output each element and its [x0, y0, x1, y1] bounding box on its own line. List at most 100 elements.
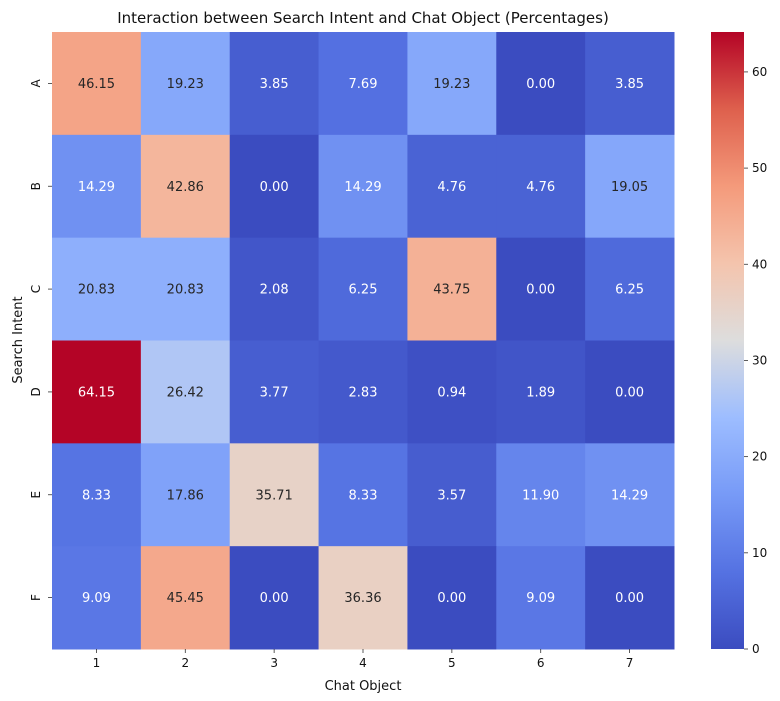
heatmap-cell-B-5 [407, 134, 497, 239]
y-axis-ticks: A B C D E F [29, 79, 52, 601]
heatmap-cell-C-7 [585, 237, 675, 341]
x-axis-label: Chat Object [325, 679, 402, 694]
cell-value-label: 26.42 [167, 385, 204, 400]
cell-value-label: 43.75 [433, 283, 470, 298]
heatmap-cell-C-2 [140, 237, 231, 341]
cell-value-label: 6.25 [349, 283, 378, 298]
cell-value-label: 4.76 [437, 180, 466, 195]
heatmap-cell-E-7 [585, 443, 675, 547]
heatmap-cell-labels: 46.15 19.23 3.85 7.69 19.23 0.00 3.85 14.29 42.8… [78, 77, 648, 606]
cell-value-label: 0.00 [260, 591, 289, 606]
cell-value-label: 0.00 [526, 77, 555, 92]
cell-value-label: 3.85 [615, 77, 644, 92]
cell-value-label: 19.23 [433, 77, 470, 92]
cell-value-label: 3.77 [260, 385, 289, 400]
heatmap-cell-D-3 [229, 340, 320, 444]
heatmap-cell-B-3 [229, 134, 320, 239]
cell-value-label: 14.29 [78, 180, 115, 195]
heatmap-cell-D-5 [407, 340, 497, 444]
x-axis-ticks: 1 2 3 4 5 6 7 [93, 649, 634, 670]
heatmap-cell-A-5 [407, 32, 497, 136]
cell-value-label: 17.86 [167, 488, 204, 503]
cell-value-label: 42.86 [167, 180, 204, 195]
cell-value-label: 14.29 [611, 488, 648, 503]
heatmap-cell-C-6 [496, 237, 586, 341]
colorbar-tick-label: 60 [752, 65, 767, 79]
colorbar [711, 32, 744, 649]
cell-value-label: 35.71 [256, 488, 293, 503]
colorbar-tick-label: 10 [752, 546, 767, 560]
cell-value-label: 19.05 [611, 180, 648, 195]
heatmap-cell-A-3 [229, 32, 320, 136]
cell-value-label: 9.09 [82, 591, 111, 606]
heatmap-cell-E-1 [52, 443, 142, 547]
colorbar-tick-label: 20 [752, 450, 767, 464]
heatmap-cell-F-7 [585, 546, 675, 650]
heatmap-cell-F-1 [52, 546, 142, 650]
colorbar-tick-label: 30 [752, 353, 767, 367]
heatmap-cell-C-1 [52, 237, 142, 341]
cell-value-label: 19.23 [167, 77, 204, 92]
cell-value-label: 20.83 [78, 283, 115, 298]
cell-value-label: 0.00 [615, 591, 644, 606]
heatmap-cell-E-3 [229, 443, 320, 547]
cell-value-label: 64.15 [78, 385, 115, 400]
heatmap-cell-D-4 [318, 340, 408, 444]
cell-value-label: 14.29 [344, 180, 381, 195]
heatmap-cell-A-7 [585, 32, 675, 136]
heatmap-cell-D-7 [585, 340, 675, 444]
heatmap-cells [52, 32, 675, 650]
y-tick-label: B [29, 182, 43, 190]
cell-value-label: 45.45 [167, 591, 204, 606]
cell-value-label: 3.85 [260, 77, 289, 92]
heatmap-cell-A-6 [496, 32, 586, 136]
heatmap-cell-E-4 [318, 443, 408, 547]
cell-value-label: 1.89 [526, 385, 555, 400]
cell-value-label: 3.57 [437, 488, 466, 503]
cell-value-label: 6.25 [615, 283, 644, 298]
heatmap-cell-D-6 [496, 340, 586, 444]
colorbar-tick-label: 50 [752, 161, 767, 175]
cell-value-label: 0.00 [526, 283, 555, 298]
heatmap-cell-B-6 [496, 134, 586, 239]
y-tick-label: A [29, 79, 43, 88]
x-tick-label: 5 [448, 656, 456, 670]
cell-value-label: 2.08 [260, 283, 289, 298]
x-tick-label: 7 [626, 656, 634, 670]
cell-value-label: 4.76 [526, 180, 555, 195]
heatmap-cell-B-1 [52, 134, 142, 239]
cell-value-label: 0.00 [260, 180, 289, 195]
x-tick-label: 1 [93, 656, 101, 670]
cell-value-label: 36.36 [344, 591, 381, 606]
heatmap-cell-E-2 [140, 443, 231, 547]
y-axis-label: Search Intent [11, 296, 26, 383]
heatmap-cell-E-6 [496, 443, 586, 547]
cell-value-label: 0.94 [437, 385, 466, 400]
heatmap-cell-E-5 [407, 443, 497, 547]
heatmap-cell-B-7 [585, 134, 675, 239]
cell-value-label: 11.90 [522, 488, 559, 503]
y-tick-label: E [29, 491, 43, 499]
x-tick-label: 3 [270, 656, 278, 670]
x-tick-label: 4 [359, 656, 367, 670]
y-tick-label: D [29, 387, 43, 396]
heatmap-cell-F-2 [140, 546, 231, 650]
chart-title: Interaction between Search Intent and Ch… [117, 9, 609, 27]
heatmap-cell-B-4 [318, 134, 408, 239]
heatmap-cell-D-2 [140, 340, 231, 444]
cell-value-label: 46.15 [78, 77, 115, 92]
x-tick-label: 6 [537, 656, 545, 670]
heatmap-cell-B-2 [140, 134, 231, 239]
heatmap-cell-C-5 [407, 237, 497, 341]
colorbar-ticks: 0 10 20 30 40 50 60 [744, 65, 767, 656]
heatmap-cell-F-4 [318, 546, 408, 650]
heatmap-cell-F-5 [407, 546, 497, 650]
colorbar-tick-label: 0 [752, 642, 760, 656]
heatmap-cell-A-4 [318, 32, 408, 136]
cell-value-label: 7.69 [349, 77, 378, 92]
heatmap-cell-C-3 [229, 237, 320, 341]
cell-value-label: 2.83 [349, 385, 378, 400]
y-tick-label: F [29, 594, 43, 601]
y-tick-label: C [29, 285, 43, 293]
